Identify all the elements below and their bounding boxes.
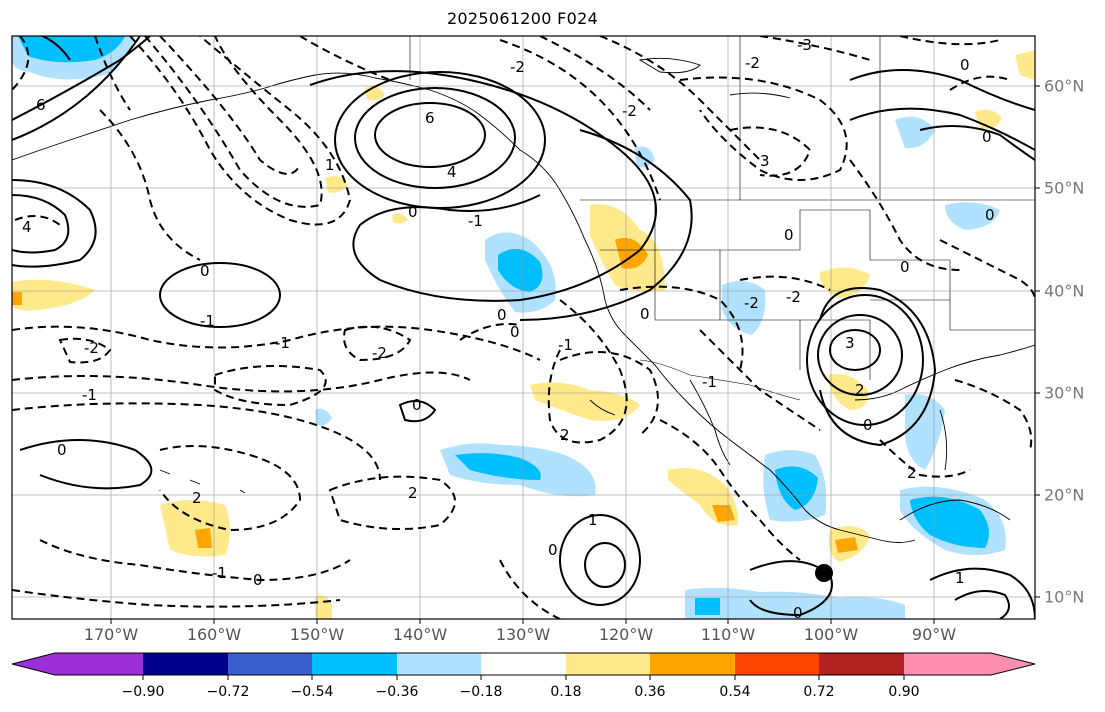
contour-label: -1 [558,336,573,354]
colorbar [11,652,1036,680]
lon-label: 140°W [392,625,448,644]
contour-label: 2 [192,489,202,507]
colorbar-tick-label: −0.18 [459,684,503,700]
contour-label: -1 [212,564,227,582]
lat-label: 10°N [1044,587,1085,607]
contour-label: 0 [510,323,520,341]
contour-label: -1 [468,212,483,230]
contour-label: 2 [907,464,917,482]
contour-label: 0 [640,305,650,323]
negative-contours [12,36,1035,619]
colorbar-tick-label: 0.36 [634,684,666,700]
contour-label: 4 [447,163,457,181]
contour-label: 0 [408,203,418,221]
lon-label: 160°W [186,625,242,644]
contour-label: 0 [548,541,558,559]
contour-label: 0 [985,206,995,224]
colorbar-extend-low [12,653,55,675]
contour-label: 0 [412,396,422,414]
colorbar-extend-high [991,653,1035,675]
contour-label: 0 [793,604,803,622]
coastlines [12,57,1035,543]
contour-label: 0 [960,56,970,74]
contour-label: -2 [786,288,801,306]
colorbar-tick-label: −0.90 [121,684,165,700]
colorbar-tick-label: 0.90 [888,684,920,700]
contour-label: -2 [622,102,637,120]
contour-label: -1 [275,334,290,352]
contour-label: -2 [84,339,99,357]
colorbar-segment [904,653,991,675]
contour-label: 0 [863,416,873,434]
colorbar-outline [11,652,1036,676]
lat-label: 60°N [1044,76,1085,96]
contour-label: -2 [744,294,759,312]
contour-label: -1 [82,386,97,404]
contour-label: -1 [702,373,717,391]
contour-label: 2 [408,484,418,502]
contour-label: 0 [982,128,992,146]
contour-label: 0 [900,258,910,276]
colorbar-segment [819,653,904,675]
colorbar-tick-label: 0.54 [719,684,751,700]
colorbar-tick-label: 0.72 [803,684,835,700]
colorbar-tick-label: −0.54 [290,684,334,700]
lat-label: 40°N [1044,281,1085,301]
contour-label: -3 [797,36,812,54]
contour-label: 0 [784,226,794,244]
colorbar-segment [228,653,312,675]
colorbar-tick-label: 0.18 [550,684,582,700]
contour-label: 3 [760,152,770,170]
colorbar-segment [312,653,397,675]
colorbar-segment [143,653,228,675]
contour-labels: 6 4 3 0 -1 -2 1 2 -3 6 4 0 0 0 -1 -2 -1 … [22,36,995,622]
contour-label: 4 [22,218,32,236]
storm-position-marker [815,564,833,582]
contour-label: 1 [588,511,598,529]
colorbar-segment [481,653,566,675]
colorbar-tick-label: −0.36 [375,684,419,700]
colorbar-segment [397,653,481,675]
contour-label: 0 [57,441,67,459]
contour-label: 0 [253,571,263,589]
lon-label: 130°W [495,625,551,644]
lat-label: 20°N [1044,485,1085,505]
colorbar-segment [566,653,650,675]
contour-label: 6 [425,109,435,127]
contour-label: 3 [845,334,855,352]
positive-contours [12,36,1035,619]
contour-label: 0 [497,306,507,324]
contour-label: 2 [855,381,865,399]
contour-label: 2 [560,426,570,444]
contour-label: 6 [36,96,46,114]
lat-lon-grid [12,36,1035,619]
contour-label: -2 [510,58,525,76]
map-background [12,36,1035,619]
contour-label: 1 [955,569,965,587]
axis-ticks [110,85,1040,624]
contour-label: -2 [745,54,760,72]
lon-label: 170°W [83,625,139,644]
contour-label: 0 [200,262,210,280]
lat-label: 30°N [1044,383,1085,403]
lon-label: 90°W [911,625,957,644]
contour-label: 1 [325,156,335,174]
lon-label: 100°W [803,625,859,644]
colorbar-segment [650,653,735,675]
contour-label: -1 [200,312,215,330]
lon-label: 110°W [700,625,756,644]
lat-label: 50°N [1044,178,1085,198]
colorbar-segment [735,653,819,675]
plot-title: 2025061200 F024 [446,9,599,28]
contour-label: -2 [372,344,387,362]
lon-label: 120°W [598,625,654,644]
colorbar-tick-label: −0.72 [206,684,250,700]
shaded-fields [12,36,1035,619]
lon-label: 150°W [289,625,345,644]
colorbar-segment [55,653,143,675]
